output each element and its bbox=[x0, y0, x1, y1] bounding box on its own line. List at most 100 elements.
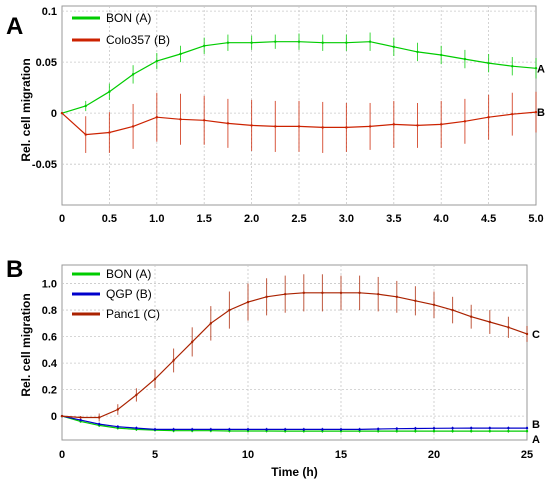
data-point bbox=[339, 428, 343, 431]
data-point bbox=[507, 426, 510, 430]
data-point bbox=[209, 428, 212, 431]
data-point bbox=[246, 428, 250, 431]
data-point bbox=[321, 126, 324, 129]
data-point bbox=[60, 111, 64, 115]
series-colo357 bbox=[60, 91, 538, 153]
data-point bbox=[534, 110, 538, 114]
y-axis-label: Rel. cell migration bbox=[19, 293, 33, 396]
series-qgp bbox=[60, 414, 529, 431]
x-tick-label: 2.0 bbox=[244, 213, 259, 225]
data-point bbox=[228, 308, 231, 312]
legend: BON (A) QGP (B) Panc1 (C) bbox=[72, 267, 160, 321]
x-tick-label: 1.0 bbox=[149, 213, 164, 225]
data-point bbox=[226, 41, 230, 44]
series-end-label: B bbox=[532, 419, 540, 431]
data-point bbox=[297, 40, 301, 43]
y-tick-label: 0 bbox=[51, 108, 57, 120]
y-tick-label: 0.4 bbox=[42, 358, 58, 370]
data-point bbox=[250, 41, 253, 44]
x-tick-label: 0 bbox=[59, 213, 65, 225]
data-point bbox=[432, 303, 436, 306]
series-end-label: A bbox=[537, 63, 545, 75]
panel-b: B 0 5 10 15 20 25 1.0 0.8 0.6 0.4 0.2 0 Rel. cell mi… bbox=[6, 256, 540, 479]
data-point bbox=[534, 67, 538, 70]
legend-label: QGP (B) bbox=[106, 287, 152, 301]
data-point bbox=[416, 124, 419, 127]
data-point bbox=[155, 116, 158, 119]
data-point bbox=[321, 41, 324, 44]
data-point bbox=[246, 300, 250, 304]
data-point bbox=[302, 429, 305, 433]
data-point bbox=[203, 119, 206, 122]
y-tick-label: 0.1 bbox=[42, 6, 57, 18]
panel-a-label: A bbox=[6, 13, 23, 40]
data-point bbox=[414, 429, 417, 433]
series-line bbox=[61, 415, 527, 430]
data-point bbox=[179, 52, 182, 56]
data-point bbox=[339, 291, 343, 295]
data-point bbox=[392, 123, 395, 126]
legend-label: Panc1 (C) bbox=[106, 307, 160, 321]
y-tick-label: -0.05 bbox=[32, 159, 57, 171]
data-point bbox=[302, 428, 305, 431]
data-point bbox=[463, 57, 467, 61]
y-tick-label: 0.05 bbox=[36, 57, 57, 69]
panel-b-label: B bbox=[6, 256, 23, 283]
data-point bbox=[463, 120, 467, 123]
data-point bbox=[339, 429, 343, 433]
data-point bbox=[416, 50, 419, 54]
data-point bbox=[284, 429, 287, 433]
data-point bbox=[108, 90, 111, 93]
data-point bbox=[487, 116, 490, 119]
series-end-label: A bbox=[532, 434, 540, 446]
data-point bbox=[451, 429, 454, 433]
data-point bbox=[368, 40, 372, 43]
data-point bbox=[209, 322, 212, 325]
y-tick-label: 0.6 bbox=[42, 332, 57, 344]
x-tick-label: 0.5 bbox=[102, 213, 117, 225]
data-point bbox=[392, 45, 395, 49]
data-point bbox=[488, 426, 491, 430]
x-tick-label: 5.0 bbox=[528, 213, 543, 225]
data-point bbox=[98, 416, 101, 419]
data-point bbox=[179, 118, 182, 121]
data-point bbox=[432, 427, 436, 430]
data-point bbox=[265, 295, 268, 299]
data-point bbox=[84, 104, 87, 108]
y-tick-label: 0 bbox=[51, 411, 57, 423]
data-point bbox=[395, 427, 398, 430]
data-point bbox=[440, 123, 443, 126]
data-point bbox=[358, 291, 361, 295]
data-point bbox=[345, 41, 348, 44]
data-point bbox=[525, 332, 529, 336]
data-point bbox=[414, 427, 417, 430]
data-point bbox=[525, 429, 529, 433]
data-point bbox=[274, 125, 277, 128]
data-point bbox=[525, 426, 529, 430]
data-point bbox=[488, 320, 491, 324]
data-point bbox=[451, 308, 454, 312]
data-point bbox=[321, 428, 324, 431]
data-point bbox=[191, 340, 194, 344]
y-tick-label: 1.0 bbox=[42, 279, 57, 291]
x-tick-label: 10 bbox=[242, 449, 254, 461]
data-point bbox=[284, 292, 287, 296]
data-point bbox=[377, 429, 380, 433]
data-point bbox=[321, 291, 324, 295]
data-point bbox=[172, 359, 175, 362]
data-point bbox=[368, 125, 372, 128]
series-bon bbox=[60, 32, 538, 115]
data-point bbox=[116, 408, 120, 411]
data-point bbox=[265, 428, 268, 431]
x-tick-label: 5 bbox=[152, 449, 158, 461]
data-point bbox=[511, 112, 514, 116]
data-point bbox=[79, 416, 82, 419]
data-point bbox=[79, 418, 82, 422]
data-point bbox=[440, 53, 443, 57]
legend: BON (A) Colo357 (B) bbox=[72, 11, 170, 47]
data-point bbox=[414, 299, 417, 302]
x-tick-label: 25 bbox=[521, 449, 533, 461]
data-point bbox=[395, 429, 398, 433]
x-tick-label: 4.5 bbox=[481, 213, 496, 225]
